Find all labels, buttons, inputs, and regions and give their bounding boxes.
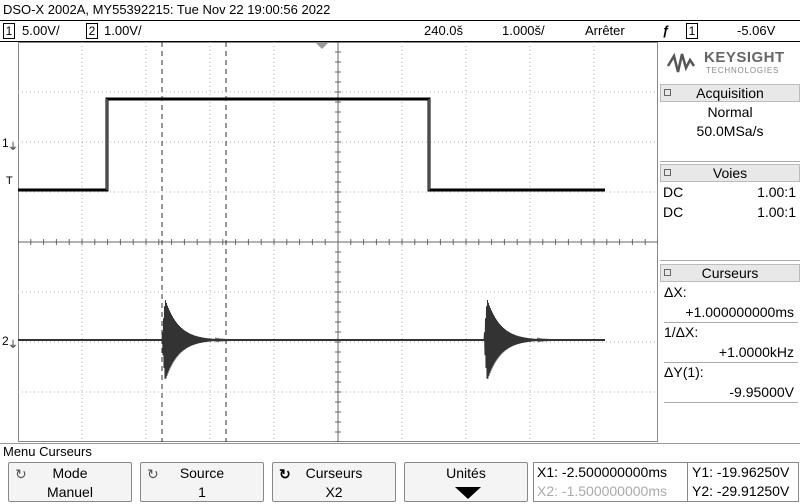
menu-title: Menu Curseurs	[3, 444, 92, 459]
corner-icon	[664, 269, 671, 276]
corner-icon	[664, 169, 671, 176]
time-scale: 1.000š/	[502, 23, 545, 38]
x1-readout: X1: -2.500000000ms	[537, 464, 667, 480]
inv-delta-x-label: 1/ΔX:	[664, 324, 699, 340]
rotate-knob-icon: ↻	[279, 466, 291, 482]
window-title: DSO-X 2002A, MY55392215: Tue Nov 22 19:0…	[3, 2, 331, 17]
ch2-indicator[interactable]: 2	[86, 23, 98, 39]
mode-softkey[interactable]: ↻ Mode Manuel	[8, 462, 132, 502]
ground-icon: ⏚	[8, 340, 18, 351]
cursor-readouts	[533, 462, 799, 502]
softkey-menu	[0, 443, 800, 504]
x2-readout: X2: -1.500000000ms	[537, 483, 667, 499]
trigger-channel: 1	[686, 23, 698, 39]
rotate-knob-icon: ↻	[15, 466, 27, 482]
waveform-display[interactable]	[17, 41, 659, 443]
side-panel: KEYSIGHT TECHNOLOGIES Acquisition Normal…	[660, 42, 800, 442]
delta-x-label: ΔX:	[664, 284, 687, 300]
ch2-ground-marker: 2 ⏚	[2, 334, 18, 351]
trigger-position-icon	[316, 43, 328, 49]
ch1-indicator[interactable]: 1	[3, 23, 15, 39]
delta-x-value: +1.000000000ms	[685, 304, 794, 320]
status-bar: 1 5.00V/ 2 1.00V/ 240.0š 1.000š/ Arrêter…	[0, 20, 800, 42]
submenu-arrow-icon	[455, 487, 481, 499]
acq-mode: Normal	[707, 104, 753, 120]
keysight-logo: KEYSIGHT TECHNOLOGIES	[660, 42, 800, 84]
rotate-knob-icon: ↻	[147, 466, 159, 482]
delta-y-value: -9.95000V	[729, 384, 794, 400]
ch1-scale: 5.00V/	[22, 23, 60, 38]
ch2-scale: 1.00V/	[104, 23, 142, 38]
ground-icon: ⏚	[8, 142, 18, 153]
acquisition-header: Acquisition	[660, 84, 800, 102]
corner-icon	[664, 89, 671, 96]
source-softkey[interactable]: ↻ Source 1	[140, 462, 264, 502]
cursors-softkey[interactable]: ↻ Curseurs X2	[272, 462, 396, 502]
ch1-coupling: DC	[663, 184, 684, 200]
acq-rate: 50.0MSa/s	[696, 123, 764, 139]
delta-y-label: ΔY(1):	[664, 364, 704, 380]
ch2-coupling: DC	[663, 204, 684, 220]
time-delay: 240.0š	[424, 23, 464, 38]
y1-readout: Y1: -19.96250V	[692, 464, 790, 480]
waveform-graticule	[17, 41, 659, 443]
inv-delta-x-value: +1.0000kHz	[718, 344, 794, 360]
units-softkey[interactable]: Unités	[404, 462, 528, 502]
ch1-ground-marker: 1 ⏚	[2, 136, 18, 153]
trigger-marker: T	[6, 175, 13, 187]
ch1-probe: 1.00:1	[757, 184, 796, 200]
voies-header: Voies	[660, 164, 800, 182]
keysight-wave-icon	[666, 52, 696, 73]
trigger-level: -5.06V	[737, 23, 776, 38]
ch1-trace	[18, 97, 605, 192]
ch2-probe: 1.00:1	[757, 204, 796, 220]
cursors-header: Curseurs	[660, 264, 800, 282]
run-state: Arrêter	[585, 23, 625, 38]
trigger-edge-icon: ƒ	[662, 23, 670, 38]
y2-readout: Y2: -29.91250V	[692, 483, 790, 499]
